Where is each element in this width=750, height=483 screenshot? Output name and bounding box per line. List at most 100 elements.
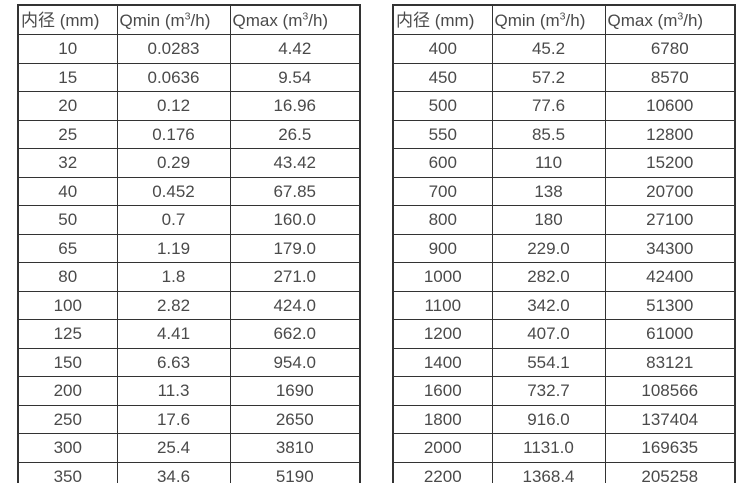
table-cell: 17.6: [116, 404, 231, 434]
table-cell: 2200: [392, 461, 493, 483]
table-cell: 11.3: [116, 376, 231, 406]
table-row: 500 77.6 10600: [392, 91, 736, 121]
table-cell: 0.176: [116, 119, 231, 149]
table-cell: 732.7: [491, 376, 606, 406]
column-header: Qmax (m3/h): [604, 4, 736, 35]
table-cell: 4.41: [116, 319, 231, 349]
table-row: 400 45.2 6780: [392, 34, 736, 64]
table-cell: 205258: [604, 461, 736, 483]
table-cell: 1.8: [116, 262, 231, 292]
table-cell: 6780: [604, 34, 736, 64]
column-header: 内径 (mm): [392, 4, 493, 35]
table-row: 2000 1131.0 169635: [392, 433, 736, 463]
table-row: 125 4.41 662.0: [17, 319, 361, 349]
table-cell: 34300: [604, 233, 736, 263]
table-cell: 550: [392, 119, 493, 149]
table-cell: 40: [17, 176, 118, 206]
table-cell: 250: [17, 404, 118, 434]
table-row: 15 0.0636 9.54: [17, 62, 361, 92]
table-cell: 271.0: [229, 262, 361, 292]
table-row: 800 180 27100: [392, 205, 736, 235]
table-cell: 15200: [604, 148, 736, 178]
table-cell: 200: [17, 376, 118, 406]
table-cell: 1.19: [116, 233, 231, 263]
table-cell: 100: [17, 290, 118, 320]
table-cell: 2650: [229, 404, 361, 434]
table-cell: 108566: [604, 376, 736, 406]
table-cell: 0.0636: [116, 62, 231, 92]
table-cell: 0.29: [116, 148, 231, 178]
table-cell: 600: [392, 148, 493, 178]
table-row: 600 110 15200: [392, 148, 736, 178]
table-cell: 25.4: [116, 433, 231, 463]
table-row: 300 25.4 3810: [17, 433, 361, 463]
table-cell: 16.96: [229, 91, 361, 121]
table-cell: 0.12: [116, 91, 231, 121]
table-cell: 350: [17, 461, 118, 483]
table-cell: 1600: [392, 376, 493, 406]
table-row: 40 0.452 67.85: [17, 176, 361, 206]
table-row: 50 0.7 160.0: [17, 205, 361, 235]
column-header: Qmax (m3/h): [229, 4, 361, 35]
table-cell: 65: [17, 233, 118, 263]
table-row: 1600 732.7 108566: [392, 376, 736, 406]
column-header: Qmin (m3/h): [116, 4, 231, 35]
table-row: 150 6.63 954.0: [17, 347, 361, 377]
column-header: Qmin (m3/h): [491, 4, 606, 35]
table-cell: 2.82: [116, 290, 231, 320]
table-row: 1200 407.0 61000: [392, 319, 736, 349]
table-row: 100 2.82 424.0: [17, 290, 361, 320]
table-cell: 700: [392, 176, 493, 206]
table-row: 200 11.3 1690: [17, 376, 361, 406]
table-cell: 400: [392, 34, 493, 64]
table-cell: 67.85: [229, 176, 361, 206]
table-row: 250 17.6 2650: [17, 404, 361, 434]
table-cell: 138: [491, 176, 606, 206]
table-cell: 6.63: [116, 347, 231, 377]
table-cell: 77.6: [491, 91, 606, 121]
table-cell: 1690: [229, 376, 361, 406]
flow-rate-table-small-diameters: 内径 (mm) Qmin (m3/h) Qmax (m3/h) 10 0.0283 4.…: [17, 4, 361, 483]
table-cell: 1200: [392, 319, 493, 349]
table-cell: 407.0: [491, 319, 606, 349]
table-cell: 137404: [604, 404, 736, 434]
table-cell: 4.42: [229, 34, 361, 64]
table-cell: 2000: [392, 433, 493, 463]
table-cell: 34.6: [116, 461, 231, 483]
table-cell: 450: [392, 62, 493, 92]
table-header-row: 内径 (mm) Qmin (m3/h) Qmax (m3/h): [17, 4, 361, 35]
table-row: 450 57.2 8570: [392, 62, 736, 92]
table-cell: 800: [392, 205, 493, 235]
table-cell: 169635: [604, 433, 736, 463]
table-cell: 20: [17, 91, 118, 121]
table-cell: 500: [392, 91, 493, 121]
table-cell: 25: [17, 119, 118, 149]
table-cell: 424.0: [229, 290, 361, 320]
header-row: 内径 (mm) Qmin (m3/h) Qmax (m3/h): [17, 4, 361, 35]
table-cell: 179.0: [229, 233, 361, 263]
table-cell: 180: [491, 205, 606, 235]
table-cell: 150: [17, 347, 118, 377]
table-row: 10 0.0283 4.42: [17, 34, 361, 64]
table-cell: 125: [17, 319, 118, 349]
table-cell: 8570: [604, 62, 736, 92]
table-row: 1400 554.1 83121: [392, 347, 736, 377]
table-cell: 554.1: [491, 347, 606, 377]
table-cell: 1800: [392, 404, 493, 434]
flow-rate-table-large-diameters: 内径 (mm) Qmin (m3/h) Qmax (m3/h) 400 45.2 678…: [392, 4, 736, 483]
table-cell: 61000: [604, 319, 736, 349]
table-cell: 57.2: [491, 62, 606, 92]
table-row: 20 0.12 16.96: [17, 91, 361, 121]
table-row: 65 1.19 179.0: [17, 233, 361, 263]
table-cell: 15: [17, 62, 118, 92]
table-row: 32 0.29 43.42: [17, 148, 361, 178]
table-cell: 1100: [392, 290, 493, 320]
table-row: 700 138 20700: [392, 176, 736, 206]
table-cell: 342.0: [491, 290, 606, 320]
table-cell: 1368.4: [491, 461, 606, 483]
table-cell: 85.5: [491, 119, 606, 149]
table-cell: 160.0: [229, 205, 361, 235]
table-cell: 0.7: [116, 205, 231, 235]
table-row: 80 1.8 271.0: [17, 262, 361, 292]
table-row: 2200 1368.4 205258: [392, 461, 736, 483]
